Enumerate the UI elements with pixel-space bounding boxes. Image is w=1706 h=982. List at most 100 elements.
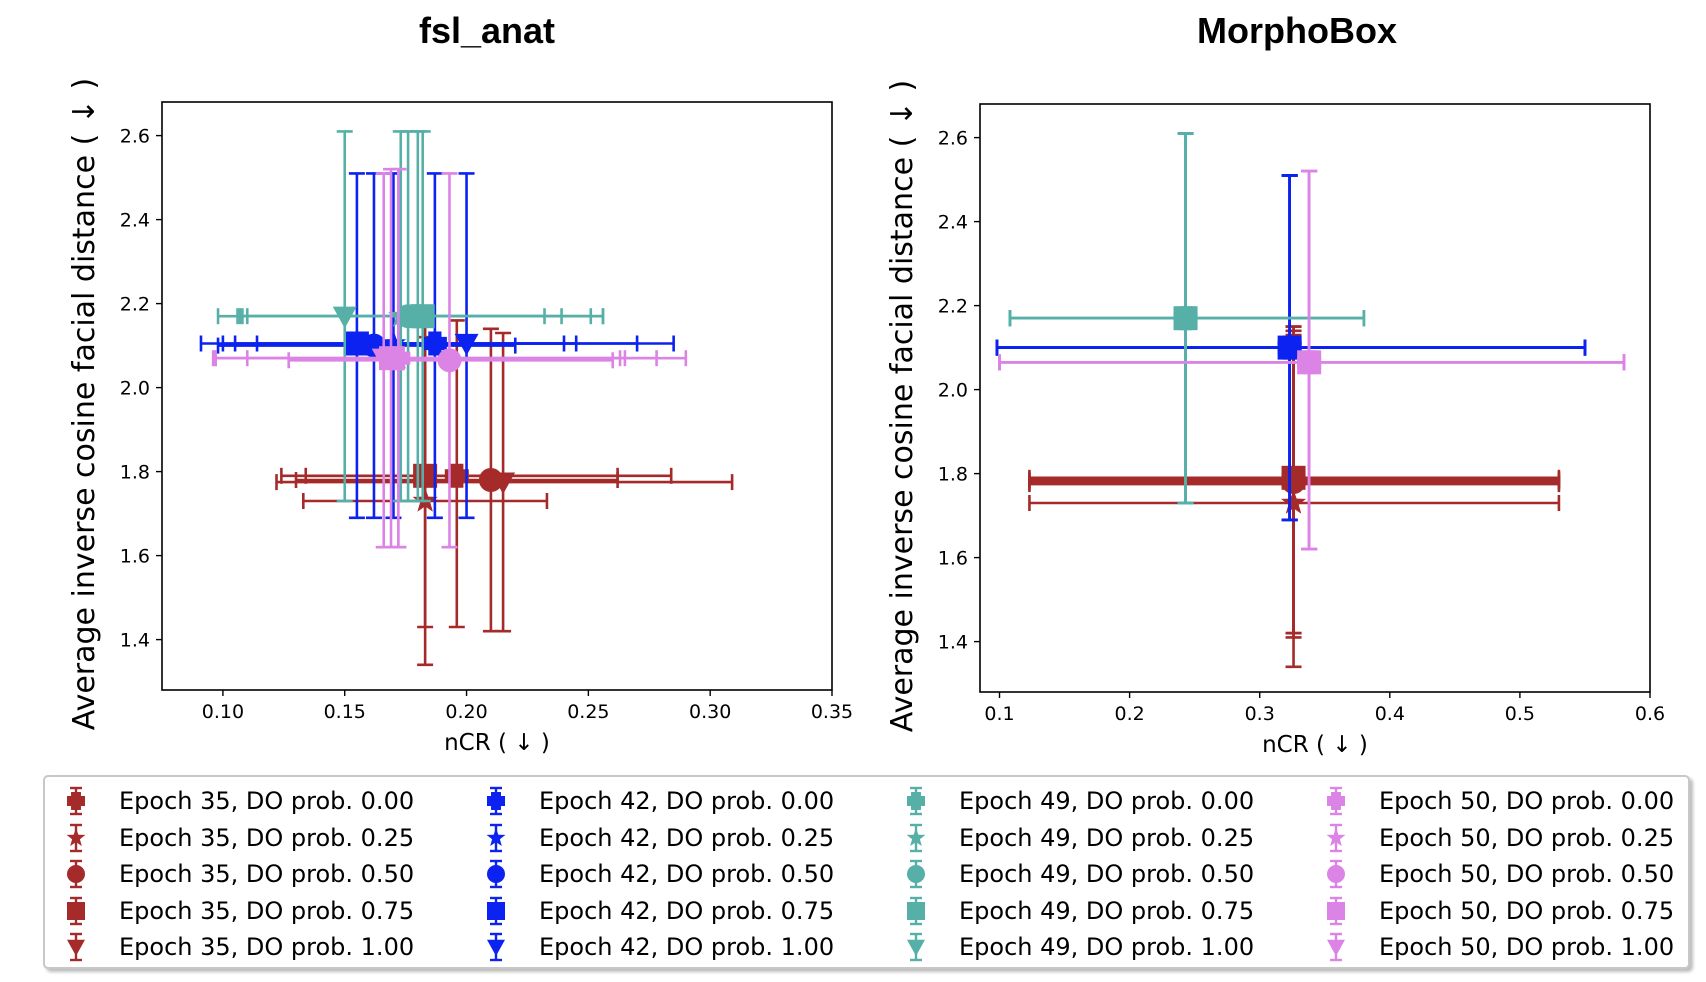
y-tick-label: 2.6 — [938, 128, 968, 150]
x-tick-label: 0.10 — [202, 701, 244, 723]
legend-label: Epoch 49, DO prob. 1.00 — [959, 933, 1255, 961]
legend-marker-icon — [1326, 823, 1346, 852]
legend-marker — [66, 827, 86, 846]
legend-label: Epoch 50, DO prob. 0.50 — [1379, 860, 1675, 888]
x-axis-label: nCR ( ↓ ) — [1262, 732, 1368, 758]
legend-marker-icon — [67, 932, 85, 962]
data-point — [1281, 474, 1306, 497]
legend-item: Epoch 42, DO prob. 0.50 — [473, 856, 834, 892]
series-19 — [214, 172, 622, 549]
y-axis-label: Average inverse cosine facial distance (… — [67, 78, 102, 730]
data-point — [491, 472, 516, 495]
marker-group — [1277, 338, 1302, 360]
marker-group — [1281, 474, 1306, 497]
marker-group — [371, 348, 396, 371]
legend-marker — [487, 901, 505, 920]
legend-label: Epoch 42, DO prob. 0.25 — [539, 823, 835, 852]
data-point — [332, 306, 357, 329]
legend-marker-icon — [1327, 932, 1345, 962]
plot-area-frame — [161, 101, 833, 691]
legend-item: Epoch 35, DO prob. 1.00 — [53, 929, 414, 965]
x-tick-label: 0.30 — [689, 701, 731, 723]
legend-item: Epoch 42, DO prob. 0.00 — [473, 783, 834, 819]
legend-marker — [487, 939, 505, 956]
plot-area-frame — [979, 103, 1651, 693]
series-2 — [294, 327, 619, 633]
x-tick-label: 0.15 — [324, 701, 366, 723]
marker-group — [1173, 308, 1198, 331]
legend-marker-icon — [487, 932, 505, 962]
y-tick-label: 2.0 — [120, 378, 150, 400]
legend-label: Epoch 50, DO prob. 1.00 — [1379, 933, 1675, 961]
legend-marker — [486, 827, 506, 846]
legend-marker — [1327, 792, 1345, 810]
legend-item: Epoch 42, DO prob. 0.75 — [473, 893, 834, 929]
legend-marker-icon — [907, 859, 925, 889]
data-point — [371, 348, 396, 371]
marker-group — [454, 333, 479, 356]
legend-label: Epoch 50, DO prob. 0.25 — [1379, 823, 1675, 852]
legend-marker-icon — [66, 823, 86, 852]
legend-item: Epoch 50, DO prob. 0.00 — [1313, 783, 1674, 819]
legend-item: Epoch 49, DO prob. 0.25 — [893, 820, 1254, 856]
y-tick-label: 1.8 — [120, 462, 150, 484]
legend-marker — [487, 792, 505, 810]
legend-marker — [906, 827, 926, 846]
y-tick-label: 1.8 — [938, 464, 968, 486]
legend-marker — [907, 901, 925, 920]
x-tick-label: 0.35 — [811, 701, 853, 723]
legend-marker — [67, 865, 85, 883]
y-tick-label: 1.4 — [938, 632, 968, 654]
series-14 — [1008, 132, 1366, 505]
legend-label: Epoch 50, DO prob. 0.00 — [1379, 787, 1675, 815]
data-point — [1173, 308, 1198, 331]
legend-marker — [1327, 865, 1345, 883]
y-tick-label: 2.0 — [938, 380, 968, 402]
legend-marker-icon — [907, 896, 925, 925]
legend-marker-icon — [67, 859, 85, 889]
legend-label: Epoch 50, DO prob. 0.75 — [1379, 896, 1675, 925]
legend-marker — [1327, 901, 1345, 920]
marker-group — [1297, 352, 1322, 375]
legend-label: Epoch 49, DO prob. 0.75 — [959, 896, 1255, 925]
legend-item: Epoch 42, DO prob. 0.25 — [473, 820, 834, 856]
data-point — [1297, 352, 1322, 375]
data-point — [454, 333, 479, 356]
legend-label: Epoch 42, DO prob. 0.75 — [539, 896, 835, 925]
legend-marker — [907, 792, 925, 810]
legend-marker — [487, 865, 505, 883]
legend-label: Epoch 49, DO prob. 0.00 — [959, 787, 1255, 815]
legend-label: Epoch 35, DO prob. 0.00 — [119, 787, 415, 815]
y-tick-label: 1.4 — [120, 630, 150, 652]
x-tick-label: 0.4 — [1375, 703, 1405, 725]
legend-marker — [67, 901, 85, 920]
marker-group — [491, 472, 516, 495]
legend-label: Epoch 42, DO prob. 0.50 — [539, 860, 835, 888]
legend-marker-icon — [906, 823, 926, 852]
legend-item: Epoch 35, DO prob. 0.50 — [53, 856, 414, 892]
legend-label: Epoch 35, DO prob. 0.75 — [119, 896, 415, 925]
legend-item: Epoch 35, DO prob. 0.25 — [53, 820, 414, 856]
legend-marker-icon — [907, 786, 925, 816]
marker-group — [437, 348, 462, 373]
legend-marker-icon — [67, 896, 85, 925]
legend-item: Epoch 42, DO prob. 1.00 — [473, 929, 834, 965]
series-9 — [995, 174, 1587, 522]
legend-item: Epoch 50, DO prob. 0.50 — [1313, 856, 1674, 892]
y-tick-label: 2.6 — [120, 126, 150, 148]
legend-label: Epoch 35, DO prob. 1.00 — [119, 933, 415, 961]
legend-label: Epoch 42, DO prob. 0.00 — [539, 787, 835, 815]
legend-marker — [67, 939, 85, 956]
legend-label: Epoch 49, DO prob. 0.25 — [959, 823, 1255, 852]
legend-marker-icon — [487, 896, 505, 925]
series-4 — [1028, 333, 1561, 639]
legend-item: Epoch 50, DO prob. 1.00 — [1313, 929, 1674, 965]
series-17 — [287, 172, 615, 549]
legend-marker-icon — [67, 786, 85, 816]
legend-item: Epoch 49, DO prob. 1.00 — [893, 929, 1254, 965]
x-tick-label: 0.5 — [1505, 703, 1535, 725]
y-tick-label: 2.4 — [120, 210, 150, 232]
legend-marker-icon — [1327, 859, 1345, 889]
x-tick-label: 0.2 — [1115, 703, 1145, 725]
legend-marker-icon — [487, 859, 505, 889]
